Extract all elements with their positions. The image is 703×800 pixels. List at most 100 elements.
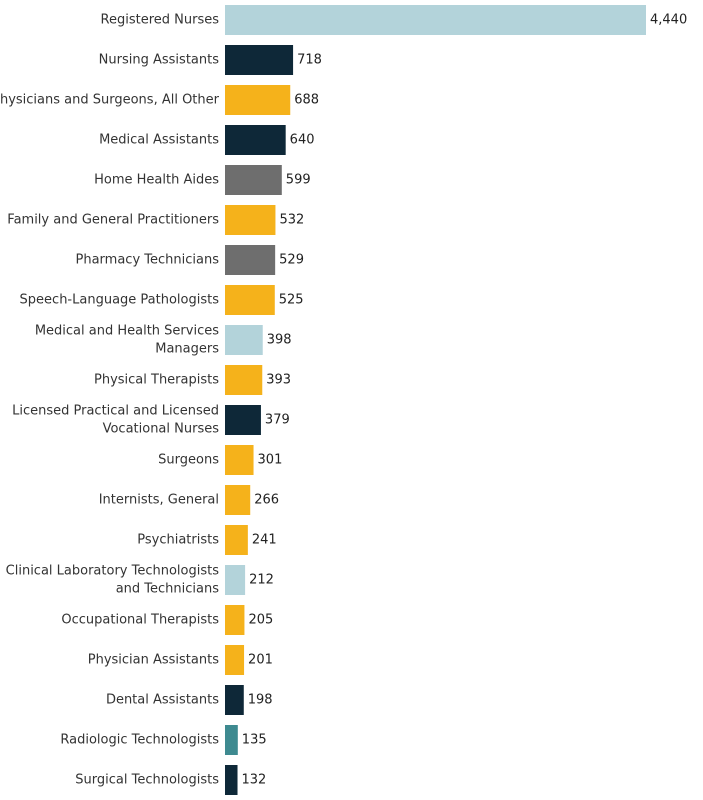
bar xyxy=(225,605,245,635)
category-label-line: Dental Assistants xyxy=(106,693,219,708)
value-label: 525 xyxy=(279,293,304,308)
category-label-line: Managers xyxy=(155,342,219,357)
value-label: 205 xyxy=(248,613,273,628)
bar-row: Psychiatrists 241 xyxy=(137,525,277,555)
value-label: 393 xyxy=(266,373,291,388)
bar xyxy=(225,525,248,555)
category-label: Pharmacy Technicians xyxy=(76,253,220,268)
bar xyxy=(225,5,646,35)
bar-row: Home Health Aides 599 xyxy=(94,165,311,195)
bar-row: Radiologic Technologists 135 xyxy=(60,725,267,755)
bar xyxy=(225,245,276,275)
category-label: Licensed Practical and Licensed Vocationa… xyxy=(12,404,219,437)
value-label: 241 xyxy=(252,533,277,548)
bar xyxy=(225,565,246,595)
category-label: Physician Assistants xyxy=(88,653,219,668)
bar xyxy=(225,285,275,315)
category-label-line: and Technicians xyxy=(116,582,220,597)
bar-row: Occupational Therapists 205 xyxy=(61,605,273,635)
value-label: 718 xyxy=(297,53,322,68)
value-label: 132 xyxy=(242,773,267,788)
value-label: 379 xyxy=(265,413,290,428)
bar xyxy=(225,445,254,475)
value-label: 529 xyxy=(279,253,304,268)
category-label-line: Medical and Health Services xyxy=(35,324,219,339)
bar xyxy=(225,365,263,395)
bar-row: Medical Assistants 640 xyxy=(99,125,315,155)
category-label-line: Physical Therapists xyxy=(94,373,219,388)
category-label: Family and General Practitioners xyxy=(7,213,219,228)
bar-row: Registered Nurses 4,440 xyxy=(101,5,687,35)
value-label: 198 xyxy=(248,693,273,708)
bar xyxy=(225,485,251,515)
value-label: 201 xyxy=(248,653,273,668)
category-label: Medical and Health Services Managers xyxy=(35,324,219,357)
category-label-line: Home Health Aides xyxy=(94,173,219,188)
value-label: 532 xyxy=(279,213,304,228)
category-label-line: Family and General Practitioners xyxy=(7,213,219,228)
bar-row: Physical Therapists 393 xyxy=(94,365,291,395)
category-label-line: Radiologic Technologists xyxy=(60,733,219,748)
bar-row: Clinical Laboratory Technologists and Tec… xyxy=(6,564,274,597)
bar xyxy=(225,685,244,715)
category-label-line: Psychiatrists xyxy=(137,533,219,548)
bar xyxy=(225,205,276,235)
category-label-line: Licensed Practical and Licensed xyxy=(12,404,219,419)
category-label: Psychiatrists xyxy=(137,533,219,548)
bar xyxy=(225,325,263,355)
category-label-line: Medical Assistants xyxy=(99,133,219,148)
bar-row: Surgical Technologists 132 xyxy=(75,765,266,795)
bar-row: Pharmacy Technicians 529 xyxy=(76,245,304,275)
bar xyxy=(225,765,238,795)
value-label: 398 xyxy=(267,333,292,348)
bar xyxy=(225,125,286,155)
value-label: 599 xyxy=(286,173,311,188)
category-label: Medical Assistants xyxy=(99,133,219,148)
bar xyxy=(225,725,238,755)
category-label-line: Physician Assistants xyxy=(88,653,219,668)
bar-row: Nursing Assistants 718 xyxy=(99,45,322,75)
value-label: 4,440 xyxy=(650,13,687,28)
category-label-line: Registered Nurses xyxy=(101,13,220,28)
value-label: 301 xyxy=(258,453,283,468)
category-label: Radiologic Technologists xyxy=(60,733,219,748)
value-label: 640 xyxy=(290,133,315,148)
category-label-line: Surgical Technologists xyxy=(75,773,219,788)
category-label: Surgical Technologists xyxy=(75,773,219,788)
bar-row: Licensed Practical and Licensed Vocationa… xyxy=(12,404,290,437)
bar-row: Speech-Language Pathologists 525 xyxy=(20,285,304,315)
category-label: Dental Assistants xyxy=(106,693,219,708)
category-label: Occupational Therapists xyxy=(61,613,219,628)
category-label: Internists, General xyxy=(99,493,219,508)
category-label-line: Speech-Language Pathologists xyxy=(20,293,220,308)
category-label: Home Health Aides xyxy=(94,173,219,188)
value-label: 135 xyxy=(242,733,267,748)
category-label: Physical Therapists xyxy=(94,373,219,388)
bar xyxy=(225,45,294,75)
bar-row: Medical and Health Services Managers 398 xyxy=(35,324,292,357)
category-label: Clinical Laboratory Technologists and Tec… xyxy=(6,564,220,597)
category-label: Nursing Assistants xyxy=(99,53,220,68)
bar xyxy=(225,85,291,115)
bar-row: Family and General Practitioners 532 xyxy=(7,205,304,235)
bar-row: Physician Assistants 201 xyxy=(88,645,273,675)
bar xyxy=(225,405,261,435)
bar-row: Dental Assistants 198 xyxy=(106,685,273,715)
value-label: 688 xyxy=(294,93,319,108)
value-label: 212 xyxy=(249,573,274,588)
bar-row: Internists, General 266 xyxy=(99,485,279,515)
category-label-line: Pharmacy Technicians xyxy=(76,253,220,268)
bar xyxy=(225,165,282,195)
value-label: 266 xyxy=(254,493,279,508)
category-label-line: Surgeons xyxy=(158,453,219,468)
category-label: Physicians and Surgeons, All Other xyxy=(0,93,220,108)
bar-row: Surgeons 301 xyxy=(158,445,282,475)
category-label-line: Occupational Therapists xyxy=(61,613,219,628)
category-label-line: Physicians and Surgeons, All Other xyxy=(0,93,220,108)
category-label-line: Clinical Laboratory Technologists xyxy=(6,564,220,579)
category-label: Surgeons xyxy=(158,453,219,468)
category-label-line: Nursing Assistants xyxy=(99,53,220,68)
bar-row: Physicians and Surgeons, All Other 688 xyxy=(0,85,319,115)
bar xyxy=(225,645,245,675)
